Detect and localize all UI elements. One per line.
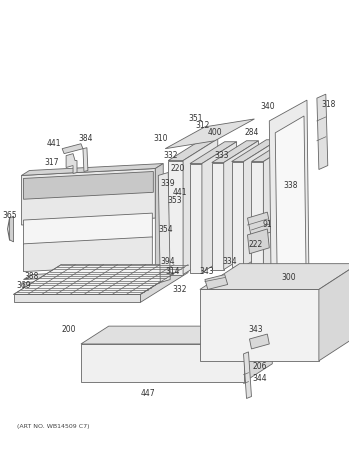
Text: 318: 318 (322, 100, 336, 109)
Polygon shape (224, 141, 258, 270)
Polygon shape (212, 141, 258, 163)
Text: 317: 317 (44, 158, 58, 167)
Text: 200: 200 (62, 325, 76, 333)
Polygon shape (251, 162, 263, 269)
Polygon shape (158, 173, 170, 283)
Polygon shape (23, 268, 163, 280)
Polygon shape (165, 119, 254, 149)
Text: 333: 333 (215, 151, 229, 160)
Text: 334: 334 (222, 257, 237, 266)
Text: 222: 222 (248, 241, 262, 249)
Polygon shape (205, 275, 228, 289)
Text: 351: 351 (189, 115, 203, 124)
Text: 343: 343 (199, 267, 214, 276)
Polygon shape (232, 162, 244, 267)
Polygon shape (245, 326, 272, 381)
Polygon shape (319, 264, 350, 361)
Polygon shape (232, 140, 278, 162)
Polygon shape (250, 334, 269, 349)
Polygon shape (200, 289, 319, 361)
Text: 388: 388 (24, 272, 38, 281)
Text: 400: 400 (208, 128, 222, 137)
Polygon shape (183, 139, 218, 275)
Text: 312: 312 (196, 121, 210, 130)
Text: 344: 344 (252, 374, 267, 383)
Polygon shape (247, 229, 269, 254)
Polygon shape (21, 164, 163, 175)
Text: 310: 310 (153, 134, 168, 143)
Polygon shape (62, 144, 83, 154)
Text: 338: 338 (284, 181, 298, 190)
Polygon shape (244, 352, 251, 399)
Polygon shape (168, 139, 218, 160)
Polygon shape (83, 148, 88, 172)
Polygon shape (263, 140, 298, 269)
Text: 340: 340 (260, 101, 275, 111)
Text: 365: 365 (2, 211, 17, 220)
Text: 441: 441 (173, 188, 187, 197)
Text: 354: 354 (158, 226, 173, 235)
Text: 353: 353 (168, 196, 182, 205)
Text: 91: 91 (262, 220, 272, 228)
Text: 447: 447 (141, 389, 156, 398)
Polygon shape (81, 344, 245, 381)
Text: 394: 394 (161, 257, 175, 266)
Polygon shape (23, 237, 152, 272)
Polygon shape (23, 213, 152, 245)
Text: 369: 369 (16, 281, 31, 290)
Polygon shape (81, 326, 272, 344)
Polygon shape (269, 100, 309, 299)
Polygon shape (140, 265, 188, 302)
Polygon shape (275, 116, 306, 281)
Polygon shape (244, 140, 278, 267)
Text: 300: 300 (282, 273, 296, 282)
Text: 343: 343 (248, 325, 263, 333)
Polygon shape (200, 264, 350, 289)
Polygon shape (21, 169, 155, 225)
Polygon shape (14, 265, 188, 294)
Polygon shape (190, 142, 237, 164)
Text: 384: 384 (79, 134, 93, 143)
Text: 220: 220 (171, 164, 185, 173)
Polygon shape (14, 294, 140, 302)
Polygon shape (190, 164, 202, 273)
Polygon shape (9, 216, 14, 242)
Text: 332: 332 (173, 285, 187, 294)
Polygon shape (168, 160, 183, 275)
Text: 284: 284 (244, 128, 259, 137)
Polygon shape (251, 140, 298, 162)
Polygon shape (155, 164, 163, 275)
Polygon shape (23, 172, 153, 199)
Text: 339: 339 (161, 179, 175, 188)
Polygon shape (202, 142, 237, 273)
Text: 332: 332 (163, 151, 177, 160)
Text: 314: 314 (165, 267, 180, 276)
Polygon shape (23, 275, 155, 289)
Polygon shape (247, 212, 271, 238)
Text: 441: 441 (47, 139, 62, 148)
Polygon shape (66, 154, 77, 173)
Text: 206: 206 (252, 362, 267, 371)
Polygon shape (212, 163, 224, 270)
Text: (ART NO. WB14509 C7): (ART NO. WB14509 C7) (16, 424, 89, 429)
Polygon shape (317, 94, 328, 169)
